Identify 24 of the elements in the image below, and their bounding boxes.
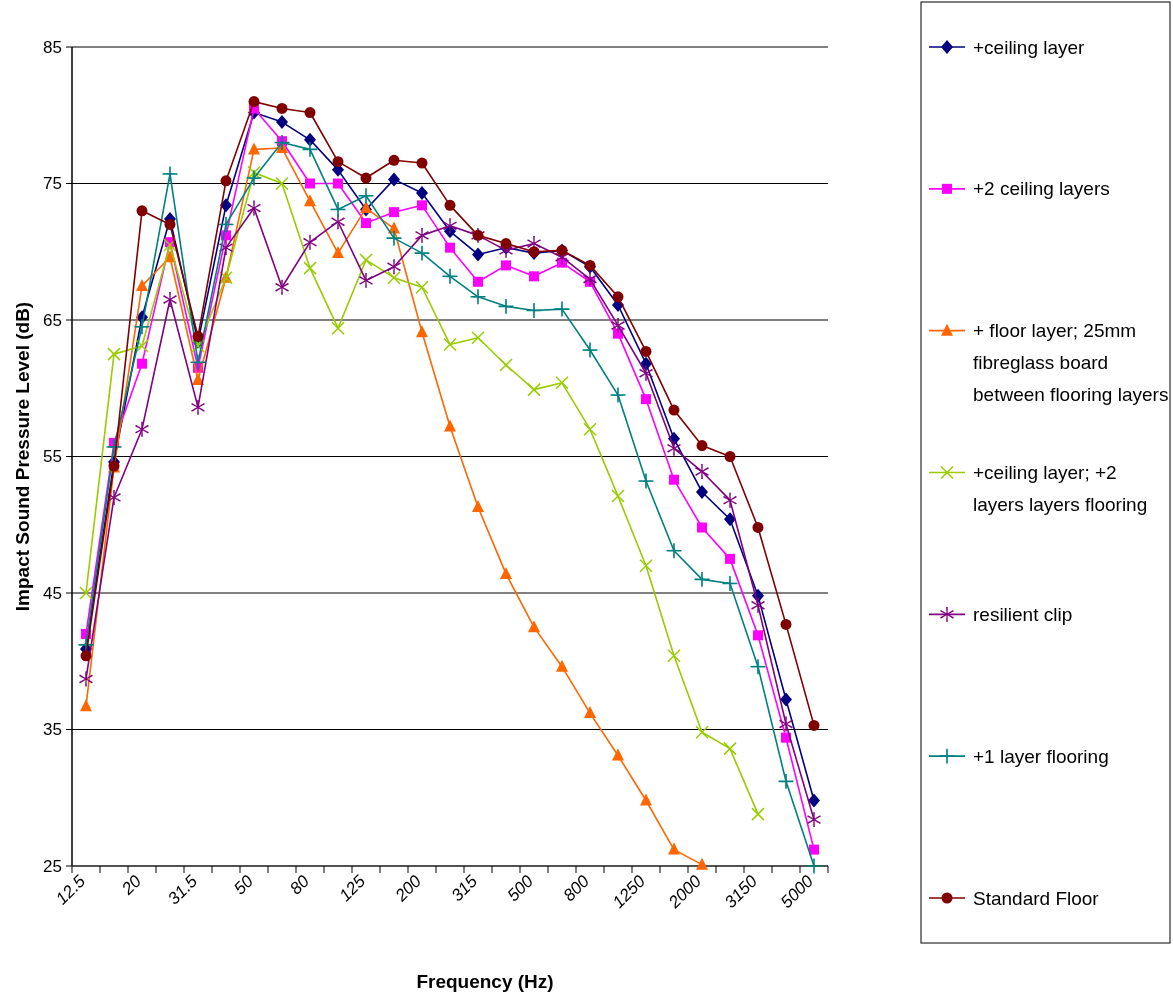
y-tick-label: 65 (43, 310, 62, 330)
x-tick-label: 20 (117, 871, 146, 900)
legend-label: +2 ceiling layers (973, 178, 1110, 200)
x-tick-label: 315 (447, 871, 482, 906)
legend-label: +1 layer flooring (973, 745, 1109, 767)
y-axis-title: Impact Sound Pressure Level (dB) (11, 301, 33, 612)
y-tick-label: 55 (43, 447, 62, 467)
y-tick-label: 75 (43, 174, 62, 194)
y-tick-label: 85 (43, 37, 62, 57)
x-tick-label: 50 (230, 871, 258, 899)
legend-label: +ceiling layer (973, 36, 1086, 58)
x-tick-label: 500 (503, 871, 538, 906)
legend-label: Standard Floor (973, 887, 1100, 909)
x-tick-label: 200 (390, 871, 426, 906)
x-tick-label: 800 (559, 871, 594, 906)
x-tick-label: 80 (286, 871, 314, 899)
legend-label: +ceiling layer; +2 layers layers flooring (973, 462, 1148, 516)
legend-label: resilient clip (973, 603, 1073, 625)
legend-label: + floor layer; 25mm fibreglass board between flooring layers (973, 320, 1169, 406)
y-tick-label: 35 (43, 720, 62, 740)
y-tick-label: 45 (43, 583, 62, 603)
y-tick-label: 25 (43, 856, 62, 876)
x-tick-label: 125 (335, 871, 370, 906)
x-axis-title: Frequency (Hz) (416, 971, 554, 992)
